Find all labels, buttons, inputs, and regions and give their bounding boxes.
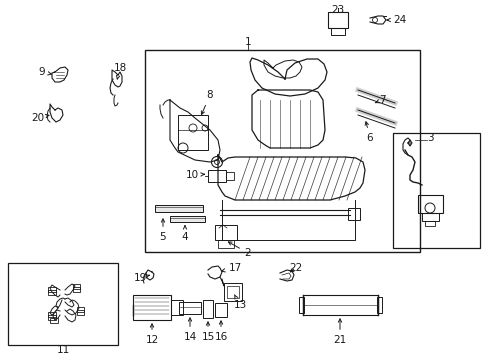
Text: 24: 24 xyxy=(386,15,406,25)
Text: 12: 12 xyxy=(145,324,158,345)
Text: 5: 5 xyxy=(160,219,166,242)
Bar xyxy=(327,12,347,28)
Text: 3: 3 xyxy=(426,133,432,143)
Bar xyxy=(50,318,58,323)
Bar xyxy=(330,28,345,35)
Bar xyxy=(73,284,80,289)
Bar xyxy=(178,115,207,150)
Bar xyxy=(303,295,377,315)
Text: 13: 13 xyxy=(233,295,246,310)
Text: 1: 1 xyxy=(244,37,251,47)
Bar xyxy=(226,286,239,298)
Text: 16: 16 xyxy=(214,321,227,342)
Bar xyxy=(48,315,56,320)
Bar xyxy=(224,283,242,301)
Text: 10: 10 xyxy=(185,170,204,180)
Text: 6: 6 xyxy=(365,122,372,143)
Text: 4: 4 xyxy=(182,226,188,242)
Text: 2: 2 xyxy=(228,242,251,258)
Bar xyxy=(155,205,203,212)
Bar xyxy=(417,195,442,213)
Bar xyxy=(73,287,80,292)
Text: 20: 20 xyxy=(31,113,49,123)
Text: 9: 9 xyxy=(39,67,51,77)
Text: 23: 23 xyxy=(331,5,344,15)
Bar xyxy=(376,297,381,313)
Bar xyxy=(171,300,183,315)
Bar xyxy=(77,307,84,312)
Bar xyxy=(215,225,237,240)
Text: 21: 21 xyxy=(333,319,346,345)
Text: 7: 7 xyxy=(375,95,385,105)
Bar xyxy=(392,133,479,248)
Text: 11: 11 xyxy=(56,345,69,355)
Bar xyxy=(48,287,56,292)
Bar xyxy=(203,300,213,318)
Text: 15: 15 xyxy=(201,322,214,342)
Text: 18: 18 xyxy=(113,63,126,79)
Bar xyxy=(421,213,438,221)
Bar xyxy=(218,240,234,248)
Bar xyxy=(207,170,225,182)
Bar xyxy=(215,303,226,317)
Text: 17: 17 xyxy=(221,263,241,273)
Bar xyxy=(170,216,204,222)
Bar xyxy=(298,297,304,313)
Bar xyxy=(424,221,434,226)
Bar xyxy=(8,263,118,345)
Text: 22: 22 xyxy=(289,263,302,273)
Bar xyxy=(133,295,171,320)
Bar xyxy=(48,312,56,317)
Bar xyxy=(77,310,84,315)
Text: 14: 14 xyxy=(183,318,196,342)
Bar xyxy=(145,50,419,252)
Text: 8: 8 xyxy=(201,90,213,114)
Bar xyxy=(179,302,201,314)
Bar xyxy=(347,208,359,220)
Text: 19: 19 xyxy=(133,273,149,283)
Bar xyxy=(48,290,56,295)
Bar xyxy=(225,172,234,180)
